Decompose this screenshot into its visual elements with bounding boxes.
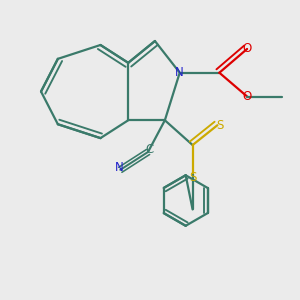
Text: O: O — [242, 90, 252, 103]
Text: N: N — [175, 66, 184, 79]
Text: N: N — [115, 161, 124, 174]
Text: C: C — [146, 143, 154, 156]
Text: S: S — [217, 119, 224, 132]
Text: O: O — [242, 42, 252, 56]
Text: S: S — [189, 171, 196, 184]
